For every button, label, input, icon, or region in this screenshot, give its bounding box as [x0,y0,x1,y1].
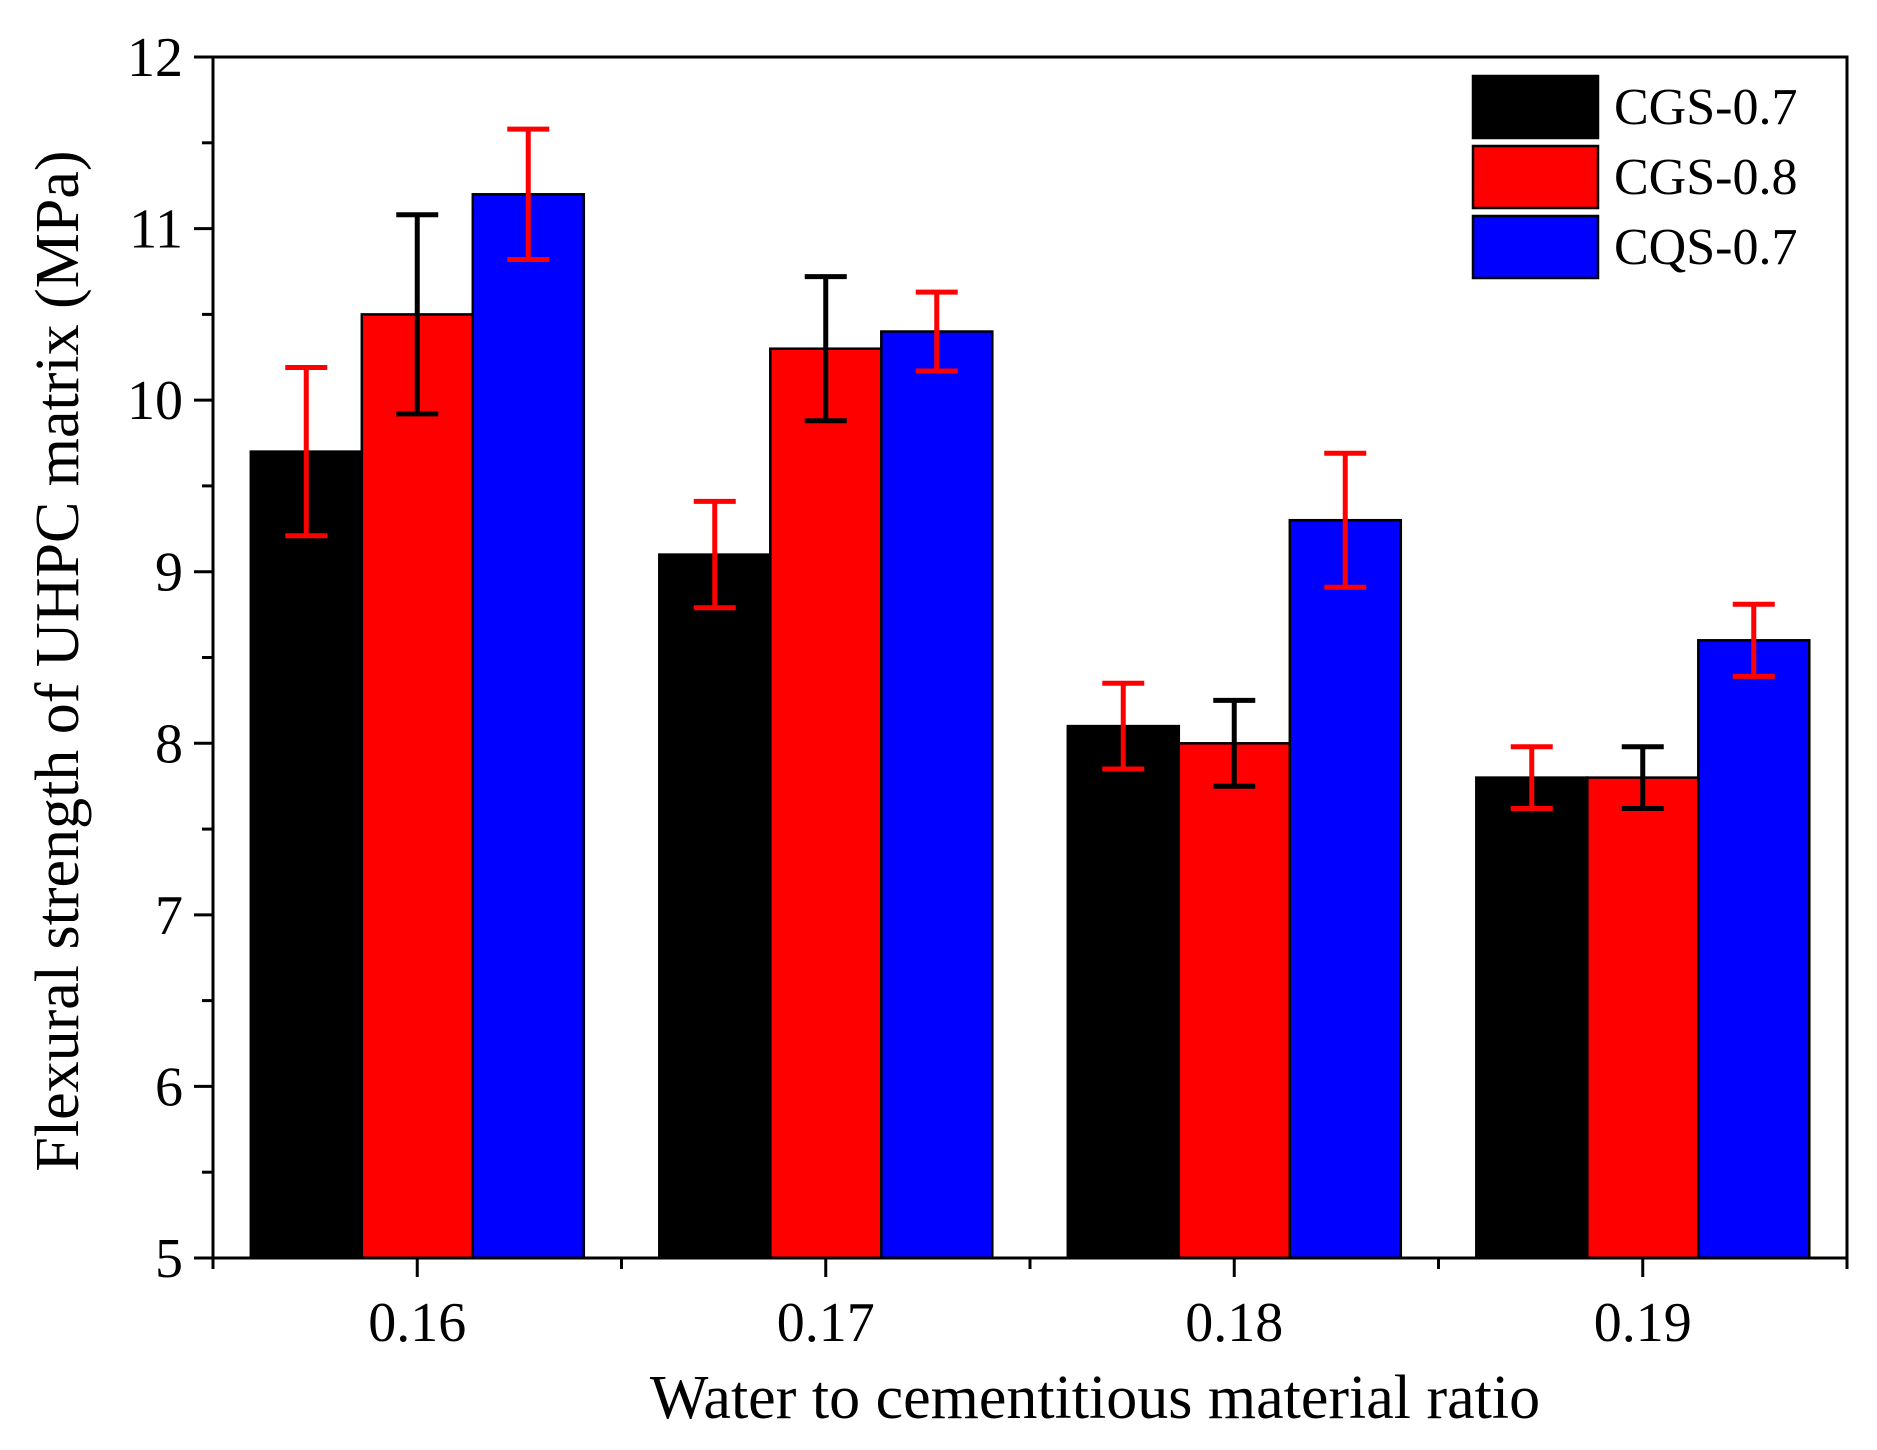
error-bar-cgs-0.8-0.16 [396,212,439,417]
y-tick-label: 11 [129,199,183,261]
bar-cqs-0.7-0.17 [880,330,994,1260]
error-bar-cqs-0.7-0.18 [1324,450,1367,590]
x-axis-title: Water to cementitious material ratio [650,1364,1540,1432]
bar-cgs-0.8-0.18 [1177,742,1292,1260]
error-bar-cgs-0.8-0.17 [804,274,847,424]
x-tick-label-0.16: 0.16 [368,1292,466,1354]
bar-cgs-0.7-0.16 [249,450,364,1260]
ticks-layer [194,55,1849,1277]
legend: CGS-0.7 CGS-0.8 CQS-0.7 [1471,74,1797,280]
y-tick-label: 10 [127,370,183,432]
error-bar-cgs-0.7-0.17 [693,498,736,611]
error-bar-cgs-0.7-0.18 [1102,680,1145,772]
y-tick-label: 6 [155,1056,183,1118]
legend-label-cqs-0.7: CQS-0.7 [1614,219,1797,276]
legend-swatch-cgs-0.7 [1471,74,1600,140]
legend-swatch-cgs-0.8 [1471,144,1600,210]
y-tick-label: 12 [127,27,183,89]
x-tick-label-0.18: 0.18 [1185,1292,1283,1354]
bar-cqs-0.7-0.19 [1697,639,1811,1260]
bar-cgs-0.7-0.18 [1066,724,1181,1260]
tick-labels-layer: 5 6 7 8 9 10 11 12 0.16 0.17 0.18 0.19 [127,27,1692,1354]
error-bar-cgs-0.8-0.18 [1213,697,1256,789]
legend-swatch-cqs-0.7 [1471,214,1600,280]
y-tick-label: 9 [155,542,183,604]
error-bar-cqs-0.7-0.19 [1732,601,1775,679]
x-tick-label-0.17: 0.17 [777,1292,875,1354]
x-tick-label-0.19: 0.19 [1594,1292,1692,1354]
bar-cgs-0.7-0.17 [658,553,772,1260]
bar-cgs-0.8-0.16 [360,313,475,1260]
error-bar-cqs-0.7-0.16 [507,126,550,262]
bar-cqs-0.7-0.18 [1288,518,1403,1260]
error-bar-cgs-0.7-0.19 [1510,744,1553,811]
bar-cgs-0.7-0.19 [1475,776,1589,1260]
legend-label-cgs-0.8: CGS-0.8 [1614,149,1797,206]
bar-cqs-0.7-0.16 [471,193,586,1260]
error-bars-layer [285,126,1775,811]
y-axis-title: Flexural strength of UHPC matrix (MPa) [24,150,92,1171]
y-tick-label: 7 [155,885,183,947]
error-bar-cgs-0.8-0.19 [1621,744,1664,811]
error-bar-cqs-0.7-0.17 [915,289,958,374]
bars-layer [249,193,1811,1260]
error-bar-cgs-0.7-0.16 [285,365,328,539]
bar-cgs-0.8-0.17 [769,347,883,1260]
legend-label-cgs-0.7: CGS-0.7 [1614,79,1797,136]
bar-cgs-0.8-0.19 [1586,776,1700,1260]
y-tick-label: 5 [155,1228,183,1290]
y-tick-label: 8 [155,713,183,775]
